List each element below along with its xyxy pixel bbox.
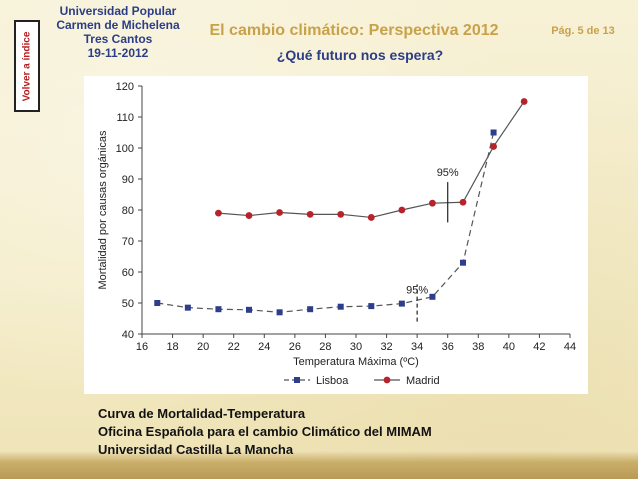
- page-number: Pág. 5 de 13: [551, 25, 615, 37]
- data-point-lisboa: [184, 304, 191, 311]
- x-tick-label: 22: [228, 341, 240, 353]
- legend-marker-lisboa: [294, 377, 300, 383]
- data-point-madrid: [276, 209, 283, 216]
- data-point-lisboa: [276, 309, 283, 316]
- series-line-lisboa: [157, 132, 495, 313]
- y-tick-label: 100: [116, 143, 134, 155]
- data-point-madrid: [429, 199, 436, 207]
- y-tick-label: 110: [116, 112, 134, 124]
- credit-line-1: Curva de Mortalidad-Temperatura: [98, 406, 306, 421]
- back-to-index-label: Volver a índice: [21, 31, 33, 101]
- data-point-madrid: [398, 206, 406, 214]
- data-point-madrid: [459, 198, 467, 206]
- data-point-lisboa: [460, 259, 466, 266]
- y-tick-label: 40: [122, 329, 134, 341]
- threshold-label: 95%: [406, 285, 428, 297]
- x-tick-label: 42: [533, 341, 545, 353]
- data-point-madrid: [245, 212, 253, 219]
- data-point-madrid: [215, 209, 222, 217]
- x-tick-label: 24: [258, 341, 270, 353]
- data-point-lisboa: [337, 303, 344, 310]
- credit-line-3: Universidad Castilla La Mancha: [98, 442, 294, 457]
- x-tick-label: 36: [442, 341, 454, 353]
- legend-label-lisboa: Lisboa: [316, 375, 349, 387]
- data-point-lisboa: [215, 306, 222, 313]
- x-axis-label: Temperatura Máxima (ºC): [293, 356, 419, 368]
- data-point-madrid: [337, 210, 345, 218]
- y-tick-label: 50: [122, 298, 134, 310]
- x-tick-label: 44: [564, 341, 576, 353]
- y-tick-label: 120: [116, 81, 134, 93]
- x-tick-label: 26: [289, 341, 301, 353]
- x-tick-label: 30: [350, 341, 362, 353]
- y-axis-label: Mortalidad por causas orgánicas: [97, 130, 109, 289]
- data-point-lisboa: [154, 300, 161, 306]
- data-point-madrid: [306, 210, 314, 218]
- data-point-lisboa: [490, 129, 497, 136]
- data-point-lisboa: [429, 293, 436, 300]
- org-line-3: Tres Cantos: [83, 32, 153, 46]
- legend-label-madrid: Madrid: [406, 375, 440, 387]
- data-point-madrid: [520, 98, 528, 105]
- data-point-madrid: [367, 214, 375, 221]
- x-tick-label: 20: [197, 341, 209, 353]
- mortality-temperature-chart: 40 50 60 70 80 90 100 110 120 16 18 20 22 24 26 28 30 32 3…: [97, 81, 576, 387]
- chart-container: 40 50 60 70 80 90 100 110 120 16 18 20 22 24 26 28 30 32 3…: [84, 76, 588, 394]
- data-point-lisboa: [307, 306, 314, 313]
- y-tick-label: 60: [122, 267, 134, 279]
- org-line-2: Carmen de Michelena: [56, 18, 180, 32]
- data-point-madrid: [490, 143, 497, 150]
- threshold-label: 95%: [437, 167, 459, 179]
- y-tick-label: 90: [122, 174, 134, 186]
- x-tick-label: 16: [136, 341, 148, 353]
- series-line-madrid: [218, 101, 525, 219]
- data-point-lisboa: [368, 303, 375, 310]
- legend-marker-madrid: [383, 376, 391, 384]
- x-tick-label: 34: [411, 341, 423, 353]
- back-to-index-button[interactable]: Volver a índice: [14, 20, 40, 112]
- credit-line-2: Oficina Española para el cambio Climátic…: [98, 424, 432, 439]
- credits-block: Curva de Mortalidad-Temperatura Oficina …: [98, 405, 432, 459]
- x-tick-label: 18: [166, 341, 178, 353]
- bottom-band: [0, 451, 638, 479]
- organization-block: Universidad Popular Carmen de Michelena …: [48, 4, 188, 60]
- slide-subtitle: ¿Qué futuro nos espera?: [276, 47, 444, 63]
- x-tick-label: 32: [380, 341, 392, 353]
- y-tick-label: 70: [122, 236, 134, 248]
- x-tick-label: 28: [319, 341, 331, 353]
- org-date: 19-11-2012: [87, 46, 149, 60]
- org-line-1: Universidad Popular: [59, 4, 177, 18]
- x-tick-label: 40: [503, 341, 515, 353]
- x-tick-label: 38: [472, 341, 484, 353]
- y-tick-label: 80: [122, 205, 134, 217]
- slide-title: El cambio climático: Perspectiva 2012: [209, 22, 499, 39]
- data-point-lisboa: [398, 300, 405, 307]
- data-point-lisboa: [246, 306, 252, 313]
